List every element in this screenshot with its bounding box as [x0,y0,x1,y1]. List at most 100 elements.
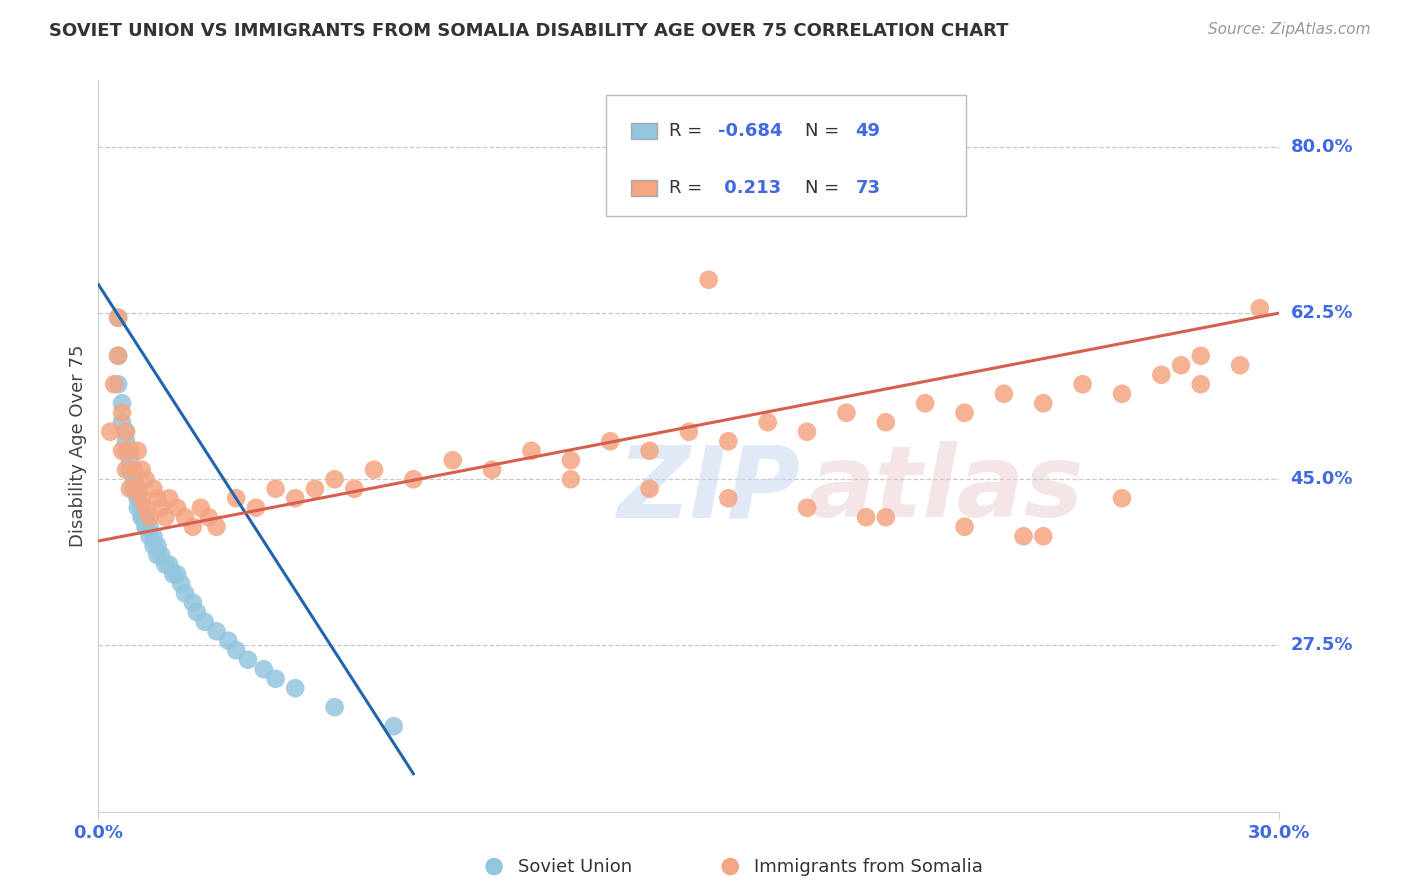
Point [190,500,212,515]
Point [107,349,129,363]
Point [186,605,208,619]
Point [155,558,177,572]
Text: R =: R = [669,121,707,140]
Point [1111,491,1133,506]
Point [107,349,129,363]
Point [756,415,779,429]
Point [323,472,346,486]
Text: -0.684: -0.684 [718,121,783,140]
Point [205,624,228,639]
Point [264,672,287,686]
Point [717,491,740,506]
Point [118,443,141,458]
Point [717,434,740,449]
Point [111,443,134,458]
Text: 73: 73 [855,178,880,197]
Point [1032,396,1054,410]
Point [245,500,267,515]
FancyBboxPatch shape [606,95,966,216]
Point [157,491,180,506]
Point [118,463,141,477]
Point [127,443,149,458]
Point [402,472,425,486]
Point [127,491,149,506]
Point [855,510,877,524]
Point [107,377,129,392]
Point [122,482,145,496]
Point [236,653,259,667]
Point [953,406,976,420]
Point [157,558,180,572]
Point [363,463,385,477]
Text: N =: N = [804,121,845,140]
Text: 62.5%: 62.5% [1291,304,1353,322]
Text: SOVIET UNION VS IMMIGRANTS FROM SOMALIA DISABILITY AGE OVER 75 CORRELATION CHART: SOVIET UNION VS IMMIGRANTS FROM SOMALIA … [49,22,1008,40]
Text: atlas: atlas [807,442,1084,539]
Point [1032,529,1054,543]
Text: 27.5%: 27.5% [1291,637,1353,655]
Point [205,520,228,534]
Point [135,520,157,534]
Point [115,434,138,449]
Point [560,472,582,486]
Point [697,273,720,287]
Point [599,434,621,449]
Point [993,386,1015,401]
Point [138,520,160,534]
Point [115,443,138,458]
Point [174,510,197,524]
Point [146,539,169,553]
Point [197,510,219,524]
Point [138,529,160,543]
Point [135,472,157,486]
Point [796,425,818,439]
Point [135,510,157,524]
Point [127,482,149,496]
Point [1189,349,1212,363]
Point [131,510,153,524]
Text: R =: R = [669,178,707,197]
Point [127,500,149,515]
Point [1229,358,1251,372]
Text: Soviet Union: Soviet Union [517,857,631,876]
Point [181,520,204,534]
Point [166,500,188,515]
Point [1150,368,1173,382]
Point [382,719,405,733]
Text: Source: ZipAtlas.com: Source: ZipAtlas.com [1208,22,1371,37]
Point [98,425,121,439]
Point [323,700,346,714]
Point [122,463,145,477]
Point [166,567,188,582]
Point [253,662,276,676]
FancyBboxPatch shape [631,180,657,196]
Point [835,406,858,420]
Point [1189,377,1212,392]
Text: Immigrants from Somalia: Immigrants from Somalia [754,857,983,876]
Point [118,453,141,467]
Point [107,310,129,325]
Point [875,415,897,429]
Point [181,596,204,610]
Point [638,443,661,458]
Point [155,510,177,524]
Point [1249,301,1271,316]
Point [135,520,157,534]
Point [146,491,169,506]
FancyBboxPatch shape [631,123,657,139]
Point [142,482,165,496]
Point [111,415,134,429]
Point [875,510,897,524]
Point [131,491,153,506]
Point [284,681,307,696]
Point [122,482,145,496]
Point [170,576,193,591]
Point [146,548,169,562]
Point [111,396,134,410]
Text: 80.0%: 80.0% [1291,137,1353,156]
Point [127,491,149,506]
Point [225,643,247,657]
Point [127,482,149,496]
Point [796,500,818,515]
Point [122,472,145,486]
